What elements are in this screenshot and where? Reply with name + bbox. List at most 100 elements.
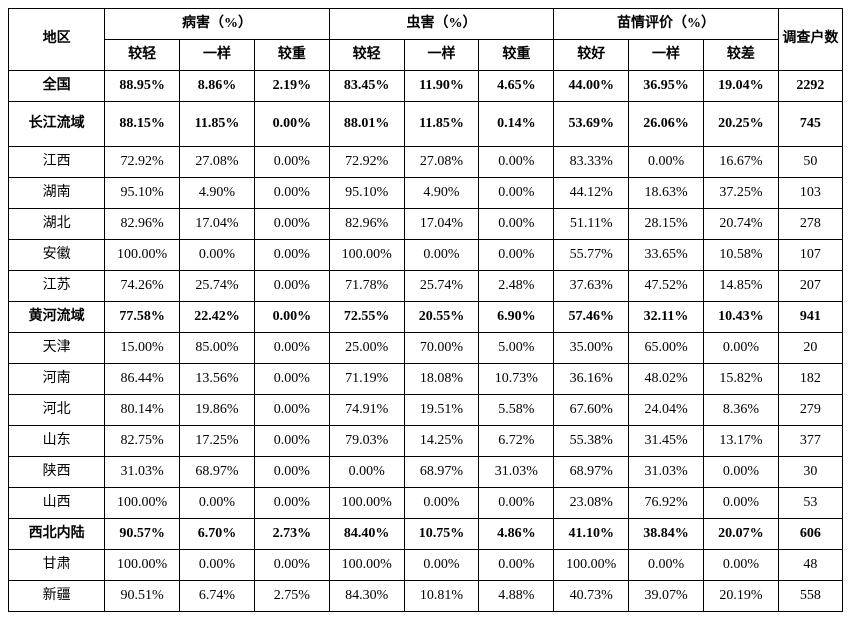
header-count: 调查户数 bbox=[778, 9, 842, 71]
cell-value: 0.00% bbox=[254, 209, 329, 240]
cell-value: 100.00% bbox=[105, 240, 180, 271]
cell-value: 32.11% bbox=[629, 302, 704, 333]
cell-value: 0.00% bbox=[254, 240, 329, 271]
cell-value: 8.86% bbox=[180, 71, 255, 102]
header-disease: 病害（%） bbox=[105, 9, 330, 40]
cell-value: 48 bbox=[778, 550, 842, 581]
cell-value: 0.00% bbox=[254, 333, 329, 364]
cell-value: 745 bbox=[778, 102, 842, 147]
cell-value: 11.90% bbox=[404, 71, 479, 102]
header-disease-heavy: 较重 bbox=[254, 40, 329, 71]
cell-value: 6.74% bbox=[180, 581, 255, 612]
cell-value: 82.96% bbox=[105, 209, 180, 240]
cell-value: 13.17% bbox=[703, 426, 778, 457]
cell-value: 0.14% bbox=[479, 102, 554, 147]
cell-value: 71.78% bbox=[329, 271, 404, 302]
cell-value: 8.36% bbox=[703, 395, 778, 426]
cell-value: 44.00% bbox=[554, 71, 629, 102]
cell-value: 0.00% bbox=[479, 209, 554, 240]
cell-value: 4.65% bbox=[479, 71, 554, 102]
cell-region: 湖北 bbox=[9, 209, 105, 240]
table-row: 西北内陆90.57%6.70%2.73%84.40%10.75%4.86%41.… bbox=[9, 519, 843, 550]
cell-value: 0.00% bbox=[703, 550, 778, 581]
cell-value: 88.15% bbox=[105, 102, 180, 147]
cell-value: 100.00% bbox=[329, 550, 404, 581]
cell-value: 0.00% bbox=[254, 488, 329, 519]
cell-value: 20.55% bbox=[404, 302, 479, 333]
cell-value: 0.00% bbox=[254, 457, 329, 488]
cell-value: 100.00% bbox=[105, 488, 180, 519]
cell-value: 0.00% bbox=[254, 102, 329, 147]
cell-value: 6.72% bbox=[479, 426, 554, 457]
cell-value: 278 bbox=[778, 209, 842, 240]
cell-region: 山东 bbox=[9, 426, 105, 457]
cell-region: 新疆 bbox=[9, 581, 105, 612]
cell-value: 80.14% bbox=[105, 395, 180, 426]
cell-value: 13.56% bbox=[180, 364, 255, 395]
cell-value: 4.88% bbox=[479, 581, 554, 612]
cell-value: 0.00% bbox=[254, 271, 329, 302]
cell-value: 6.70% bbox=[180, 519, 255, 550]
cell-value: 83.45% bbox=[329, 71, 404, 102]
cell-value: 2.75% bbox=[254, 581, 329, 612]
cell-value: 941 bbox=[778, 302, 842, 333]
cell-value: 0.00% bbox=[254, 147, 329, 178]
header-pest: 虫害（%） bbox=[329, 9, 554, 40]
cell-value: 100.00% bbox=[105, 550, 180, 581]
cell-value: 0.00% bbox=[254, 395, 329, 426]
cell-value: 33.65% bbox=[629, 240, 704, 271]
header-seedling: 苗情评价（%） bbox=[554, 9, 779, 40]
cell-value: 0.00% bbox=[703, 488, 778, 519]
cell-value: 55.77% bbox=[554, 240, 629, 271]
data-table: 地区 病害（%） 虫害（%） 苗情评价（%） 调查户数 较轻 一样 较重 较轻 … bbox=[8, 8, 843, 612]
cell-value: 0.00% bbox=[254, 426, 329, 457]
cell-value: 0.00% bbox=[703, 333, 778, 364]
cell-value: 0.00% bbox=[254, 178, 329, 209]
cell-value: 26.06% bbox=[629, 102, 704, 147]
header-pest-light: 较轻 bbox=[329, 40, 404, 71]
cell-value: 2.48% bbox=[479, 271, 554, 302]
cell-value: 0.00% bbox=[404, 550, 479, 581]
cell-value: 41.10% bbox=[554, 519, 629, 550]
cell-value: 57.46% bbox=[554, 302, 629, 333]
cell-region: 甘肃 bbox=[9, 550, 105, 581]
cell-value: 15.82% bbox=[703, 364, 778, 395]
header-seedling-same: 一样 bbox=[629, 40, 704, 71]
cell-value: 65.00% bbox=[629, 333, 704, 364]
cell-value: 50 bbox=[778, 147, 842, 178]
table-row: 湖北82.96%17.04%0.00%82.96%17.04%0.00%51.1… bbox=[9, 209, 843, 240]
cell-value: 4.90% bbox=[404, 178, 479, 209]
cell-value: 606 bbox=[778, 519, 842, 550]
cell-value: 0.00% bbox=[629, 550, 704, 581]
cell-value: 40.73% bbox=[554, 581, 629, 612]
cell-region: 陕西 bbox=[9, 457, 105, 488]
cell-value: 2.73% bbox=[254, 519, 329, 550]
cell-value: 25.00% bbox=[329, 333, 404, 364]
cell-value: 88.95% bbox=[105, 71, 180, 102]
cell-region: 天津 bbox=[9, 333, 105, 364]
cell-value: 67.60% bbox=[554, 395, 629, 426]
cell-value: 25.74% bbox=[404, 271, 479, 302]
cell-region: 长江流域 bbox=[9, 102, 105, 147]
cell-value: 19.04% bbox=[703, 71, 778, 102]
cell-region: 河北 bbox=[9, 395, 105, 426]
cell-value: 11.85% bbox=[404, 102, 479, 147]
cell-value: 86.44% bbox=[105, 364, 180, 395]
cell-value: 16.67% bbox=[703, 147, 778, 178]
cell-value: 0.00% bbox=[479, 178, 554, 209]
table-row: 河南86.44%13.56%0.00%71.19%18.08%10.73%36.… bbox=[9, 364, 843, 395]
cell-region: 黄河流域 bbox=[9, 302, 105, 333]
cell-value: 90.57% bbox=[105, 519, 180, 550]
cell-value: 38.84% bbox=[629, 519, 704, 550]
table-row: 河北80.14%19.86%0.00%74.91%19.51%5.58%67.6… bbox=[9, 395, 843, 426]
cell-value: 31.03% bbox=[629, 457, 704, 488]
table-row: 湖南95.10%4.90%0.00%95.10%4.90%0.00%44.12%… bbox=[9, 178, 843, 209]
cell-region: 河南 bbox=[9, 364, 105, 395]
cell-value: 0.00% bbox=[404, 488, 479, 519]
cell-value: 20.07% bbox=[703, 519, 778, 550]
cell-value: 47.52% bbox=[629, 271, 704, 302]
table-header: 地区 病害（%） 虫害（%） 苗情评价（%） 调查户数 较轻 一样 较重 较轻 … bbox=[9, 9, 843, 71]
cell-value: 28.15% bbox=[629, 209, 704, 240]
cell-value: 68.97% bbox=[180, 457, 255, 488]
cell-value: 95.10% bbox=[329, 178, 404, 209]
